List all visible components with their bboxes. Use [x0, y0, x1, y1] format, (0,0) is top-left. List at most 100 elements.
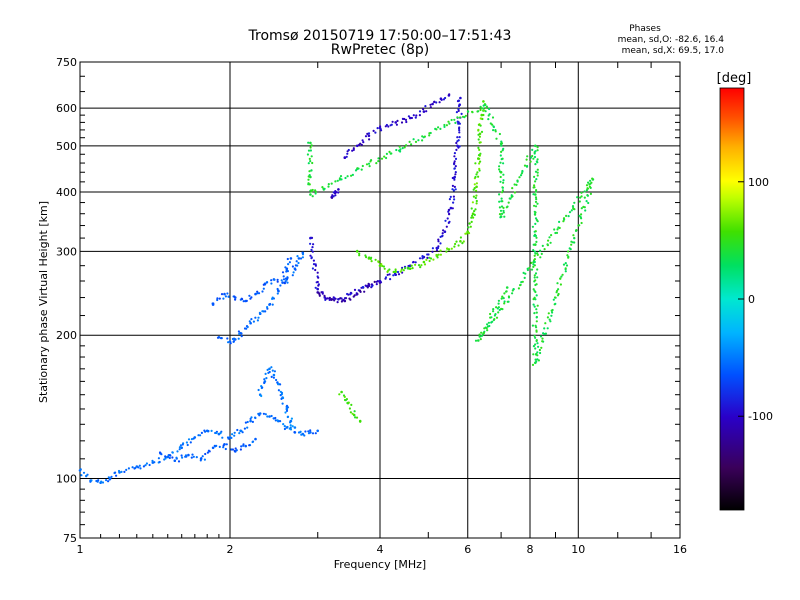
echo-point	[589, 179, 592, 182]
echo-point	[326, 297, 329, 300]
echo-point	[537, 345, 540, 348]
echo-point	[340, 300, 343, 303]
echo-point	[479, 117, 482, 120]
echo-point	[243, 427, 246, 430]
echo-point	[273, 370, 276, 373]
echo-point	[250, 416, 253, 419]
echo-point	[420, 264, 423, 267]
x-tick-label: 8	[527, 543, 534, 556]
echo-point	[447, 120, 450, 123]
echo-point	[539, 351, 542, 355]
echo-point	[246, 426, 249, 429]
echo-point	[279, 284, 282, 287]
echo-point	[327, 183, 330, 186]
echo-point	[187, 453, 190, 457]
echo-point	[418, 110, 422, 113]
phase-line-o: mean, sd,O: -82.6, 16.4	[618, 35, 725, 45]
echo-point	[321, 292, 324, 295]
echo-point	[489, 316, 492, 319]
echo-point	[533, 260, 536, 264]
echo-point	[180, 446, 183, 450]
echo-point	[285, 270, 288, 273]
echo-point	[394, 121, 398, 124]
echo-point	[279, 383, 282, 386]
echo-point	[453, 152, 456, 155]
echo-point	[534, 193, 537, 196]
echo-point	[547, 239, 550, 242]
echo-point	[157, 457, 160, 460]
echo-point	[244, 421, 247, 424]
echo-point	[271, 296, 274, 299]
echo-point	[240, 335, 243, 338]
echo-point	[270, 414, 273, 418]
echo-point	[423, 135, 426, 138]
echo-point	[500, 158, 503, 161]
echo-point	[546, 327, 549, 330]
x-tick-label: 2	[227, 543, 234, 556]
echo-point	[585, 189, 589, 192]
echo-point	[370, 260, 373, 263]
echo-point	[477, 128, 480, 131]
echo-point	[110, 475, 113, 478]
echo-point	[343, 395, 346, 398]
echo-point	[549, 320, 552, 323]
grid-lines	[80, 62, 680, 538]
echo-point	[421, 135, 424, 138]
echo-point	[497, 311, 500, 314]
x-tick-label: 10	[571, 543, 585, 556]
echo-point	[584, 209, 587, 212]
echo-point	[457, 109, 460, 112]
y-tick-label: 600	[56, 102, 77, 115]
echo-point	[279, 394, 282, 397]
echo-point	[370, 159, 373, 162]
echo-point	[477, 154, 481, 157]
echo-point	[546, 316, 550, 319]
echo-point	[432, 258, 435, 261]
echo-point	[477, 133, 480, 136]
echo-point	[449, 195, 452, 198]
echo-point	[536, 149, 539, 152]
echo-point	[285, 268, 288, 271]
echo-point	[498, 170, 502, 173]
echo-point	[320, 291, 323, 294]
echo-point	[258, 311, 261, 314]
echo-point	[536, 351, 539, 354]
echo-point	[346, 401, 349, 405]
echo-point	[471, 212, 475, 215]
echo-point	[476, 171, 479, 174]
echo-point	[457, 108, 460, 111]
echo-point	[422, 108, 425, 111]
echo-point	[566, 254, 569, 257]
echo-point	[199, 459, 202, 462]
echo-point	[453, 160, 456, 163]
echo-point	[123, 470, 126, 473]
echo-point	[286, 425, 289, 429]
echo-point	[311, 246, 314, 249]
echo-point	[554, 302, 557, 305]
y-tick-label: 100	[56, 473, 77, 486]
echo-point	[312, 259, 315, 262]
echo-point	[536, 174, 539, 177]
echo-point	[356, 249, 359, 252]
echo-point	[279, 420, 282, 423]
echo-point	[237, 337, 240, 340]
echo-point	[344, 176, 347, 180]
echo-point	[344, 399, 347, 402]
echo-point	[459, 240, 462, 243]
echo-point	[387, 125, 390, 128]
echo-point	[90, 479, 93, 482]
echo-point	[377, 160, 380, 163]
echo-point	[428, 259, 431, 263]
echo-point	[385, 156, 388, 160]
x-tick-label: 4	[377, 543, 384, 556]
echo-point	[453, 185, 456, 188]
echo-point	[388, 273, 391, 276]
echo-point	[314, 268, 317, 272]
echo-point	[482, 100, 485, 103]
echo-point	[556, 289, 559, 292]
echo-point	[282, 396, 285, 400]
echo-point	[448, 220, 451, 223]
echo-point	[281, 402, 284, 405]
echo-point	[536, 171, 539, 174]
echo-point	[262, 287, 265, 290]
